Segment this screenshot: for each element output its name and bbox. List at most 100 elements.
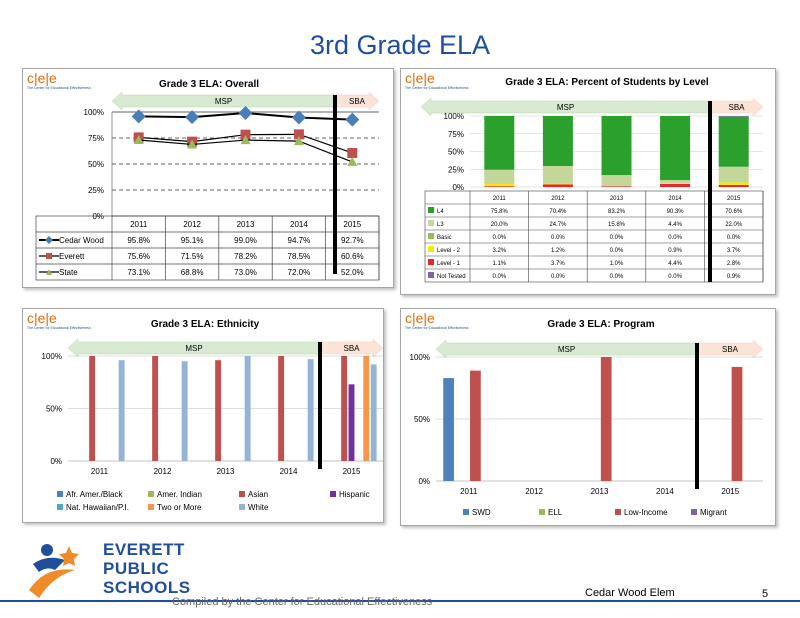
data-point: [291, 110, 306, 125]
bar-segment: [660, 180, 691, 184]
series-name: State: [59, 268, 78, 277]
data-point: [347, 147, 358, 158]
bar: [731, 366, 743, 481]
bar: [215, 360, 222, 461]
bar: [370, 364, 377, 461]
table-value: 0.0%: [727, 235, 741, 241]
x-tick-label: 2011: [91, 467, 109, 476]
series-name: Level - 2: [437, 248, 461, 254]
y-tick-label: 50%: [46, 405, 62, 414]
bar-segment: [484, 183, 515, 187]
table-value: 99.0%: [234, 236, 257, 245]
table-value: 0.9%: [727, 274, 741, 280]
cee-logo-text: c|e|e: [405, 70, 435, 86]
data-point: [185, 110, 200, 125]
series-name: Level - 1: [437, 261, 461, 267]
table-value: 75.6%: [127, 252, 150, 261]
bar-segment: [718, 185, 749, 187]
data-point: [293, 136, 304, 146]
bar: [470, 370, 481, 481]
table-value: 24.7%: [549, 222, 567, 228]
x-tick-label: 2015: [727, 196, 741, 202]
table-value: 0.0%: [610, 274, 624, 280]
y-tick-label: 0%: [92, 212, 104, 221]
x-tick-label: 2014: [290, 220, 308, 229]
bar-segment: [660, 183, 691, 184]
bar-segment: [484, 186, 515, 187]
legend-swatch: [428, 233, 434, 239]
bar: [600, 357, 612, 481]
y-tick-label: 100%: [42, 352, 62, 361]
bar: [278, 356, 285, 461]
sba-label: SBA: [343, 344, 360, 353]
y-tick-label: 100%: [410, 353, 430, 362]
table-value: 0.0%: [492, 235, 506, 241]
legend-swatch: [239, 504, 245, 510]
table-value: 95.8%: [127, 236, 150, 245]
legend-label: ELL: [548, 508, 563, 517]
table-value: 1.1%: [492, 261, 506, 267]
bar-segment: [601, 175, 632, 187]
sba-arrow: [709, 97, 764, 117]
legend-swatch: [428, 246, 434, 252]
bar-segment: [718, 166, 749, 183]
legend-label: Migrant: [700, 508, 727, 517]
table-value: 0.0%: [551, 235, 565, 241]
y-tick-label: 50%: [414, 415, 430, 424]
series-name: L3: [437, 222, 444, 228]
table-value: 78.5%: [288, 252, 311, 261]
legend-label: Hispanic: [339, 490, 370, 499]
legend-label: Amer. Indian: [157, 490, 202, 499]
table-value: 0.0%: [668, 235, 682, 241]
bar-segment: [660, 116, 691, 181]
bar: [341, 356, 348, 461]
x-tick-label: 2012: [154, 467, 172, 476]
page-title: 3rd Grade ELA: [309, 30, 491, 60]
legend-swatch: [428, 220, 434, 226]
x-tick-label: 2015: [343, 220, 361, 229]
table-value: 0.0%: [551, 274, 565, 280]
table-value: 83.2%: [608, 209, 626, 215]
table-value: 20.0%: [491, 222, 509, 228]
x-tick-label: 2011: [460, 487, 478, 496]
bar: [307, 359, 314, 461]
chart-title: Grade 3 ELA: Overall: [159, 79, 259, 90]
bar-segment: [718, 116, 749, 117]
legend-swatch: [239, 491, 245, 497]
x-tick-label: 2014: [280, 467, 298, 476]
legend-label: Nat. Hawaiian/P.I.: [66, 503, 129, 512]
data-point: [347, 156, 358, 166]
x-tick-label: 2013: [610, 196, 624, 202]
data-point: [240, 129, 251, 140]
bar-segment: [542, 184, 573, 187]
sba-arrow: [696, 339, 764, 359]
sba-label: SBA: [349, 97, 366, 106]
table-value: 52.0%: [341, 268, 364, 277]
bar: [363, 356, 370, 461]
table-value: 4.4%: [668, 261, 682, 267]
x-tick-label: 2013: [591, 487, 609, 496]
logo-line-1: EVERETT: [103, 540, 185, 559]
table-value: 1.2%: [551, 248, 565, 254]
legend-label: Low-Income: [624, 508, 668, 517]
sba-arrow: [319, 338, 384, 358]
table-value: 1.0%: [610, 261, 624, 267]
logo-line-2: PUBLIC: [103, 559, 170, 578]
footer-page-number: 5: [762, 588, 769, 600]
x-tick-label: 2011: [493, 196, 507, 202]
table-value: 22.0%: [725, 222, 743, 228]
series-name: Basic: [437, 235, 452, 241]
footer-divider: [0, 600, 800, 602]
y-tick-label: 0%: [452, 183, 464, 192]
table-value: 94.7%: [288, 236, 311, 245]
data-point: [133, 134, 144, 144]
table-value: 68.8%: [181, 268, 204, 277]
overall-chart-panel: c|e|e The Center for Educational Effectiv…: [22, 68, 394, 288]
cee-logo-text: c|e|e: [27, 70, 57, 86]
series-name: L4: [437, 209, 444, 215]
table-value: 73.1%: [127, 268, 150, 277]
y-tick-label: 50%: [448, 148, 464, 157]
legend-swatch: [57, 491, 63, 497]
legend-swatch: [539, 509, 545, 515]
